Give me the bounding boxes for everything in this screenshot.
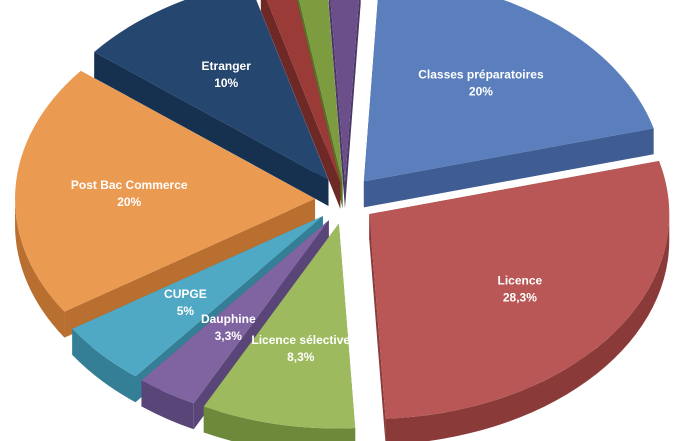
pie-slice-licence xyxy=(369,161,670,419)
pie-slice-classes-pr-paratoires xyxy=(363,0,654,182)
pie-slice-wall-classes-pr-paratoires xyxy=(363,128,654,208)
pie-slice-licence-s-lective xyxy=(203,223,356,429)
pie-slice-unlabeled-8 xyxy=(299,0,343,183)
slice-label-etranger: Etranger xyxy=(202,59,252,73)
slice-value-dauphine: 3,3% xyxy=(215,329,243,343)
pie-slice-wall-unlabeled-9 xyxy=(328,0,345,209)
slice-label-classes-pr-paratoires: Classes préparatoires xyxy=(418,68,544,82)
pie-slice-post-bac-commerce xyxy=(15,70,316,312)
pie-slice-side-licence-s-lective xyxy=(203,406,356,441)
pie-slice-cupge xyxy=(72,216,323,377)
slice-value-licence: 28,3% xyxy=(503,291,537,305)
pie-slice-wall-etranger xyxy=(94,51,329,206)
pie-slice-wall-licence xyxy=(369,214,386,441)
slice-label-licence-s-lective: Licence sélective xyxy=(251,333,350,347)
slice-value-etranger: 10% xyxy=(214,76,238,90)
slice-value-cupge: 5% xyxy=(177,304,195,318)
pie-slice-side-licence xyxy=(385,214,670,441)
pie-slice-unlabeled-7 xyxy=(266,0,341,183)
pie-slice-side-dauphine xyxy=(141,380,194,430)
pie-slice-dauphine xyxy=(141,220,329,404)
slice-value-licence-s-lective: 8,3% xyxy=(287,350,315,364)
pie-slice-side-cupge xyxy=(72,328,136,403)
pie-slice-wall-unlabeled-9 xyxy=(344,0,361,209)
pie-slice-unlabeled-9 xyxy=(330,0,359,183)
slice-value-post-bac-commerce: 20% xyxy=(117,195,141,209)
slice-labels: Classes préparatoires 20% Licence 28,3% Lice… xyxy=(71,59,544,364)
pie-slice-wall-post-bac-commerce xyxy=(64,198,316,338)
slice-label-post-bac-commerce: Post Bac Commerce xyxy=(71,178,188,192)
slice-label-dauphine: Dauphine xyxy=(201,312,256,326)
slice-value-classes-pr-paratoires: 20% xyxy=(469,85,493,99)
pie-slice-side-post-bac-commerce xyxy=(15,198,65,338)
pie-slice-etranger xyxy=(94,0,329,180)
slice-label-cupge: CUPGE xyxy=(164,287,207,301)
slice-label-licence: Licence xyxy=(498,274,543,288)
slice-sides xyxy=(15,0,670,441)
pie-slice-wall-unlabeled-7 xyxy=(260,0,341,209)
